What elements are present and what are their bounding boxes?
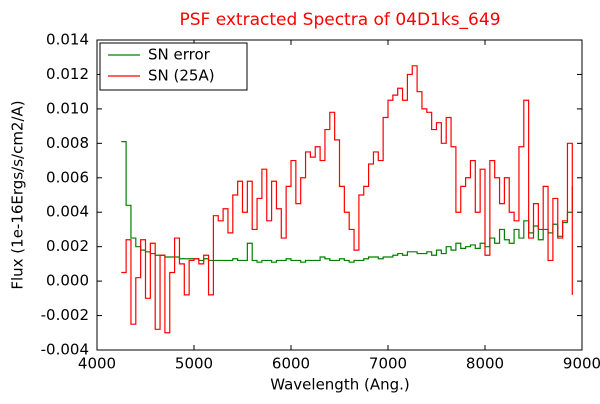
y-tick-label: 0.010	[46, 99, 89, 117]
x-tick-label: 9000	[563, 355, 600, 373]
y-tick-label: -0.002	[41, 306, 89, 324]
x-tick-label: 5000	[175, 355, 213, 373]
x-axis-label: Wavelength (Ang.)	[270, 376, 410, 394]
y-tick-label: 0.012	[46, 65, 89, 83]
y-tick-label: 0.004	[46, 203, 89, 221]
y-tick-label: 0.008	[46, 134, 89, 152]
y-tick-label: 0.006	[46, 168, 89, 186]
y-tick-label: 0.000	[46, 272, 89, 290]
y-tick-label: -0.004	[41, 341, 89, 359]
chart-title: PSF extracted Spectra of 04D1ks_649	[179, 10, 500, 30]
legend-box	[99, 42, 248, 91]
legend-label: SN (25A)	[148, 67, 215, 85]
y-tick-label: 0.002	[46, 237, 89, 255]
plot-frame	[96, 39, 583, 351]
y-axis-label: Flux (1e-16Ergs/s/cm2/A)	[9, 100, 27, 289]
y-tick-label: 0.014	[46, 31, 89, 49]
x-tick-label: 6000	[272, 355, 310, 373]
x-tick-label: 7000	[369, 355, 407, 373]
x-tick-label: 4000	[78, 355, 116, 373]
spectrum-line	[121, 65, 573, 334]
legend-label: SN error	[148, 46, 211, 64]
x-tick-label: 8000	[466, 355, 504, 373]
